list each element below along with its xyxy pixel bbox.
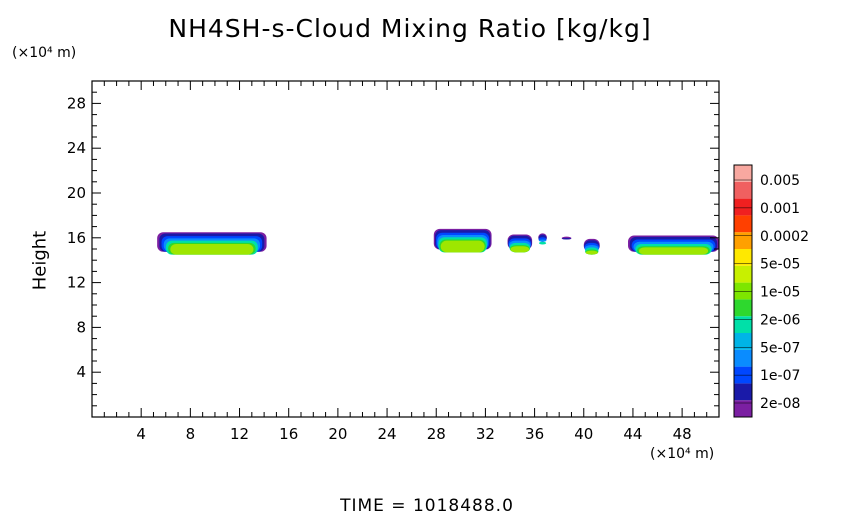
cloud-region xyxy=(561,236,572,240)
x-tick-label: 36 xyxy=(525,425,544,443)
colorbar-label: 5e-05 xyxy=(760,257,800,273)
colorbar-label: 0.005 xyxy=(760,173,800,189)
x-tick-label: 16 xyxy=(279,425,298,443)
cloud-region xyxy=(507,234,533,253)
x-tick-label: 32 xyxy=(476,425,495,443)
y-tick-label: 12 xyxy=(67,274,86,292)
y-axis-unit: (×10⁴ m) xyxy=(12,45,77,61)
cloud-layer xyxy=(585,250,598,255)
x-tick-label: 12 xyxy=(230,425,249,443)
cloud-region xyxy=(583,238,600,255)
colorbar-label: 0.001 xyxy=(760,201,800,217)
colorbar: 0.005 0.001 0.0002 5e-05 1e-05 2e-06 5e-07 1e-0… xyxy=(733,164,809,418)
colorbar-frame xyxy=(733,164,753,418)
colorbar-segment xyxy=(734,215,752,233)
cloud-layer xyxy=(638,247,709,255)
cloud-region xyxy=(433,228,492,253)
colorbar-segment xyxy=(734,232,752,249)
colorbar-label: 1e-05 xyxy=(760,285,800,301)
colorbar-segment xyxy=(734,265,752,283)
cloud-field xyxy=(157,228,719,255)
x-tick-label: 48 xyxy=(673,425,692,443)
colorbar-label: 5e-07 xyxy=(760,340,800,356)
x-tick-label: 44 xyxy=(623,425,642,443)
colorbar-segment xyxy=(734,383,752,401)
x-tick-label: 28 xyxy=(427,425,446,443)
cloud-region xyxy=(538,233,547,245)
cloud-region xyxy=(628,235,719,255)
colorbar-segment xyxy=(734,181,752,199)
cloud-layer xyxy=(170,243,254,255)
x-tick-label: 40 xyxy=(574,425,593,443)
colorbar-segment xyxy=(734,349,752,367)
colorbar-segment xyxy=(734,316,752,333)
colorbar-segment xyxy=(734,249,752,266)
time-label: TIME = 1018488.0 xyxy=(340,496,514,516)
y-tick-label: 8 xyxy=(76,318,86,336)
y-tick-label: 20 xyxy=(67,184,86,202)
cloud-layer xyxy=(440,240,485,253)
x-axis-unit: (×10⁴ m) xyxy=(650,446,715,462)
cloud-layer xyxy=(538,241,547,245)
colorbar-label: 2e-06 xyxy=(760,312,800,328)
colorbar-segment xyxy=(734,198,752,216)
chart-title: NH4SH-s-Cloud Mixing Ratio [kg/kg] xyxy=(168,14,652,43)
x-tick-label: 8 xyxy=(186,425,196,443)
colorbar-segment xyxy=(734,333,752,350)
y-tick-label: 16 xyxy=(67,229,86,247)
x-tick-label: 24 xyxy=(378,425,397,443)
x-tick-label: 4 xyxy=(136,425,146,443)
cloud-layer xyxy=(510,246,530,253)
y-tick-label: 28 xyxy=(67,94,86,112)
colorbar-segment xyxy=(734,165,752,182)
colorbar-label: 2e-08 xyxy=(760,396,800,412)
x-tick-label: 20 xyxy=(328,425,347,443)
colorbar-segment xyxy=(734,400,752,417)
colorbar-segment xyxy=(734,282,752,300)
y-tick-label: 24 xyxy=(67,139,86,157)
cloud-layer xyxy=(561,238,572,240)
cloud-region xyxy=(157,232,267,255)
colorbar-segment xyxy=(734,299,752,317)
cloud-layer xyxy=(538,239,547,242)
colorbar-label: 0.0002 xyxy=(760,229,809,245)
colorbar-label: 1e-07 xyxy=(760,368,800,384)
y-tick-label: 4 xyxy=(76,363,86,381)
